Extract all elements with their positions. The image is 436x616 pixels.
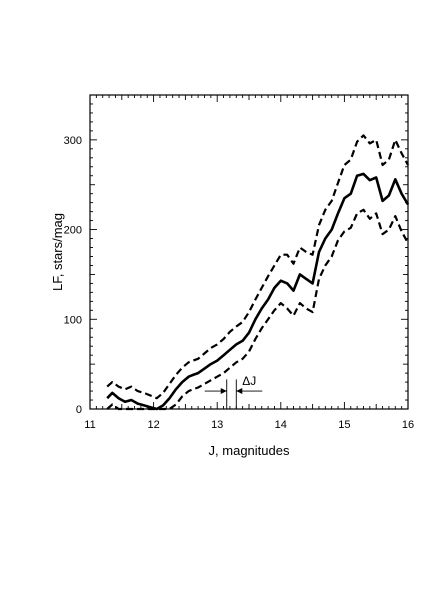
y-tick-labels: 0 100 200 300 — [64, 135, 82, 416]
y-tick-label: 0 — [76, 404, 82, 416]
x-tick-label: 14 — [275, 419, 287, 431]
y-tick-label: 200 — [64, 225, 82, 237]
major-ticks — [89, 95, 409, 410]
series-layer — [106, 134, 410, 411]
x-axis-title: J, magnitudes — [209, 443, 290, 458]
delta-j-label: ΔJ — [242, 374, 256, 388]
y-tick-label: 100 — [64, 314, 82, 326]
confidence-bound-line — [106, 134, 409, 400]
delta-j-left-arrowhead — [220, 388, 227, 395]
x-tick-label: 11 — [84, 419, 95, 431]
plot-frame — [89, 94, 409, 410]
confidence-bound-line — [106, 208, 409, 411]
y-axis-title: LF, stars/mag — [50, 213, 65, 291]
x-tick-label: 16 — [402, 419, 414, 431]
luminosity-function-line — [106, 172, 410, 411]
y-tick-label: 300 — [64, 135, 82, 147]
x-tick-label: 12 — [147, 419, 159, 431]
x-tick-label: 13 — [211, 419, 223, 431]
x-tick-label: 15 — [338, 419, 350, 431]
delta-j-right-arrowhead — [236, 388, 243, 395]
delta-j-annotation: ΔJ — [204, 374, 263, 409]
x-tick-labels: 11 12 13 14 15 16 — [84, 419, 414, 431]
minor-ticks — [90, 94, 408, 409]
